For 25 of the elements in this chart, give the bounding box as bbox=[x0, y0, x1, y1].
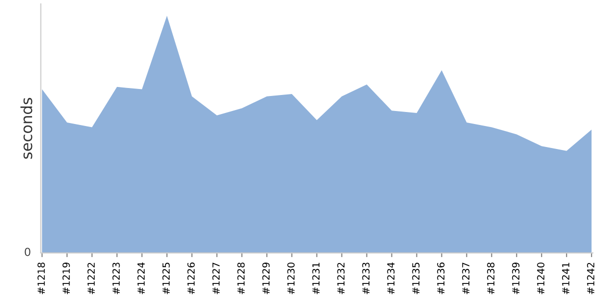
x-tick-label: #1225 bbox=[162, 262, 170, 294]
x-tick-label: #1230 bbox=[287, 262, 295, 294]
x-tick-label: #1222 bbox=[87, 262, 95, 294]
x-tick-label: #1234 bbox=[387, 262, 395, 294]
x-tick-label: #1237 bbox=[462, 262, 470, 294]
x-tick-label: #1236 bbox=[437, 262, 445, 294]
y-axis-title: seconds bbox=[20, 98, 32, 159]
x-tick-label: #1223 bbox=[112, 262, 120, 294]
x-tick-label: #1239 bbox=[512, 262, 520, 294]
x-tick-label: #1242 bbox=[587, 262, 594, 294]
x-tick-label: #1233 bbox=[362, 262, 370, 294]
x-tick-label: #1241 bbox=[562, 262, 570, 294]
x-tick-label: #1231 bbox=[312, 262, 320, 294]
text: 0 bbox=[24, 248, 30, 256]
x-tick-label: #1218 bbox=[38, 262, 45, 294]
x-tick-label: #1238 bbox=[487, 262, 494, 294]
x-tick-label: #1224 bbox=[137, 262, 145, 294]
x-tick-label: #1228 bbox=[237, 262, 245, 294]
x-tick-label: #1240 bbox=[537, 262, 544, 294]
x-tick-label: #1229 bbox=[262, 262, 270, 294]
x-tick-label: #1227 bbox=[212, 262, 220, 294]
x-tick-label: #1226 bbox=[187, 262, 195, 294]
x-tick-label: #1219 bbox=[62, 262, 70, 294]
x-tick-label: #1232 bbox=[337, 262, 345, 294]
x-tick-label: #1235 bbox=[412, 262, 420, 294]
